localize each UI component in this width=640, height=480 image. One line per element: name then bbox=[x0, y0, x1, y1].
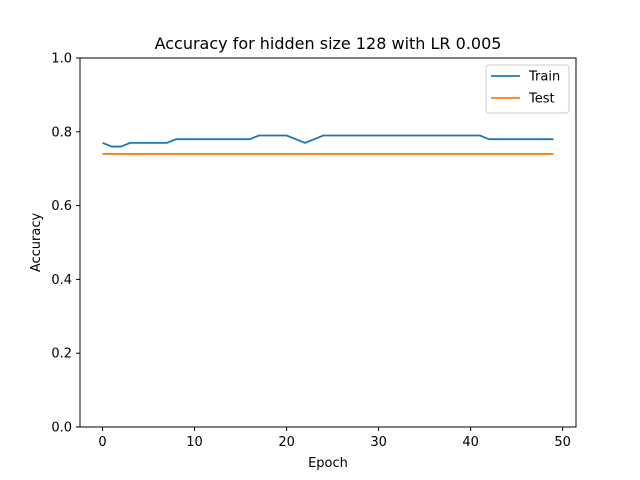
y-tick-label: 0.0 bbox=[51, 421, 72, 436]
y-axis-label: Accuracy bbox=[29, 213, 44, 273]
x-axis: 0 10 20 30 40 50 bbox=[98, 427, 571, 450]
x-tick-label: 20 bbox=[278, 435, 295, 450]
plot-frame bbox=[79, 57, 577, 428]
legend-box bbox=[485, 64, 570, 114]
y-tick-label: 0.6 bbox=[51, 199, 72, 214]
series-layer bbox=[102, 134, 554, 155]
y-axis: 0.0 0.2 0.4 0.6 0.8 1.0 bbox=[51, 52, 80, 436]
legend-label-test: Test bbox=[528, 92, 555, 107]
y-tick-label: 0.2 bbox=[51, 347, 72, 362]
legend-label-train: Train bbox=[528, 70, 560, 85]
x-axis-label: Epoch bbox=[308, 456, 348, 471]
y-tick-label: 0.8 bbox=[51, 125, 72, 140]
chart-title: Accuracy for hidden size 128 with LR 0.0… bbox=[155, 34, 502, 53]
x-tick-label: 0 bbox=[98, 435, 106, 450]
x-tick-label: 10 bbox=[186, 435, 203, 450]
x-tick-label: 30 bbox=[370, 435, 387, 450]
legend: Train Test bbox=[485, 64, 570, 114]
y-tick-label: 1.0 bbox=[51, 52, 72, 67]
y-tick-label: 0.4 bbox=[51, 273, 72, 288]
x-tick-label: 40 bbox=[462, 435, 479, 450]
series-line-train bbox=[102, 134, 554, 148]
x-tick-label: 50 bbox=[554, 435, 571, 450]
